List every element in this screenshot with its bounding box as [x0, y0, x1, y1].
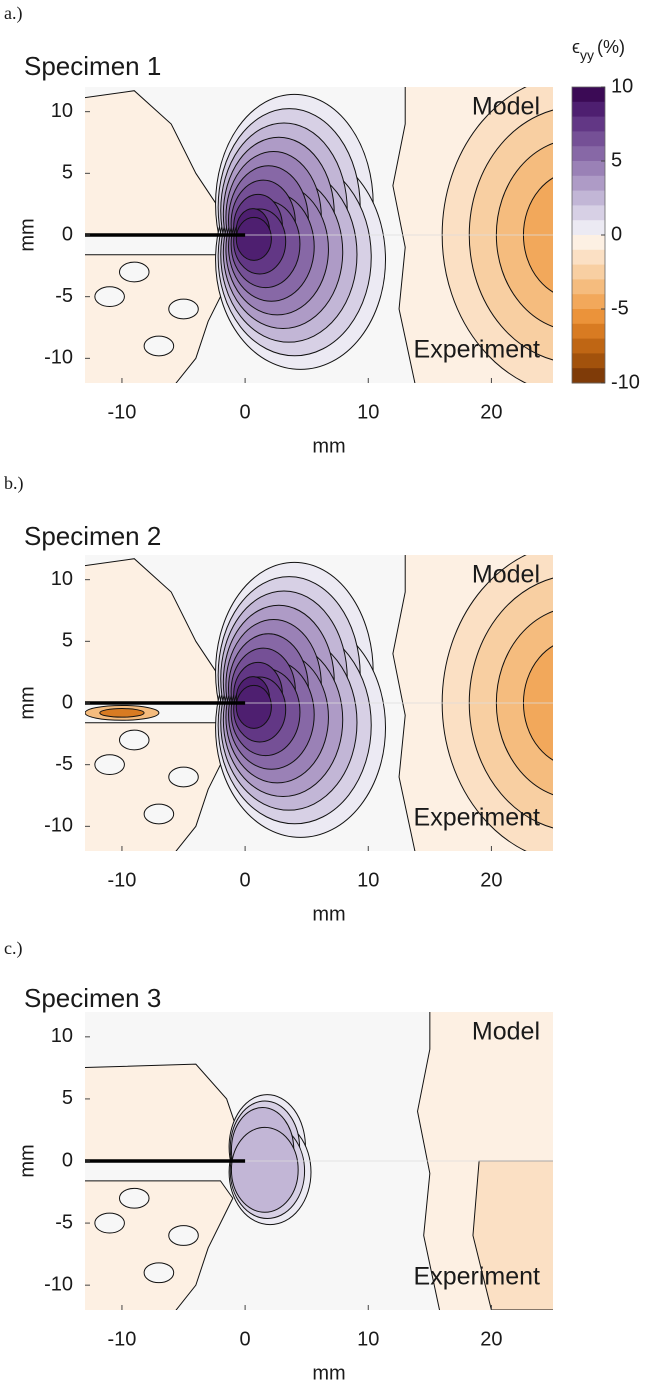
patch: [94, 1212, 125, 1234]
y-tick-label: -5: [55, 753, 73, 775]
colorbar-segment: [572, 116, 605, 132]
x-tick-label: -10: [107, 401, 136, 423]
y-tick-label: 5: [62, 1087, 73, 1109]
y-tick-label: 0: [62, 1149, 73, 1171]
patch: [118, 261, 150, 283]
patch: [99, 708, 145, 718]
level: [230, 1126, 299, 1213]
contour-field: [85, 1012, 553, 1310]
y-tick-label: 5: [62, 630, 73, 652]
level: [235, 684, 272, 729]
x-tick-label: 10: [357, 1328, 379, 1350]
colorbar-segment: [572, 220, 605, 236]
y-tick-label: -10: [44, 815, 73, 837]
x-tick-label: 0: [240, 401, 251, 423]
colorbar-segment: [572, 175, 605, 192]
patch: [118, 1187, 150, 1209]
colorbar-segment: [572, 368, 605, 384]
panel-label: b.): [4, 473, 24, 494]
x-tick-label: 0: [240, 869, 251, 891]
annotation: Model: [472, 1018, 540, 1046]
y-tick-label: 10: [51, 100, 73, 122]
patch: [168, 1225, 199, 1246]
patch: [94, 754, 125, 776]
y-tick-label: -10: [44, 347, 73, 369]
y-tick-label: -10: [44, 1273, 73, 1295]
colorbar-label: ϵyy (%): [572, 37, 625, 63]
y-axis-label: mm: [16, 218, 38, 251]
colorbar-segment: [572, 323, 605, 340]
colorbar-segment: [572, 353, 605, 369]
x-tick-label: 10: [357, 401, 379, 423]
x-tick-label: 10: [357, 869, 379, 891]
colorbar-segment: [572, 146, 605, 162]
patch: [118, 729, 150, 751]
colorbar-segment: [572, 87, 605, 103]
annotation: Experiment: [414, 1263, 540, 1291]
y-tick-label: 5: [62, 162, 73, 184]
colorbar-segment: [572, 101, 605, 118]
y-tick-label: -5: [55, 285, 73, 307]
subscript: yy: [580, 47, 594, 63]
colorbar-segment: [572, 279, 605, 295]
colorbar-segment: [572, 264, 605, 280]
panel-label: c.): [4, 938, 22, 959]
y-axis-label: mm: [16, 686, 38, 719]
x-tick-label: 20: [480, 401, 502, 423]
colorbar-segment: [572, 205, 605, 221]
y-tick-label: 10: [51, 568, 73, 590]
colorbar-segment: [572, 249, 605, 266]
colorbar-tick-label: 10: [611, 75, 633, 97]
colorbar-segment: [572, 309, 605, 325]
unit: (%): [597, 37, 625, 57]
x-axis-label: mm: [312, 1362, 345, 1384]
patch: [168, 298, 199, 320]
patch: [143, 1262, 175, 1284]
contour-field: [85, 87, 553, 383]
colorbar-segment: [572, 161, 605, 177]
level: [235, 216, 272, 261]
chart-title: Specimen 1: [24, 51, 161, 81]
patch: [168, 766, 199, 788]
contour-field: [85, 555, 553, 851]
colorbar-tick-label: 5: [611, 149, 622, 171]
x-tick-label: -10: [107, 869, 136, 891]
annotation: Model: [472, 93, 540, 121]
chart-title: Specimen 3: [24, 983, 161, 1013]
colorbar-segment: [572, 338, 605, 354]
y-tick-label: 0: [62, 223, 73, 245]
y-tick-label: 10: [51, 1025, 73, 1047]
x-tick-label: 20: [480, 869, 502, 891]
patch: [94, 286, 125, 308]
patch: [143, 803, 175, 825]
colorbar-segment: [572, 235, 605, 251]
region: [85, 1180, 234, 1310]
colorbar-segment: [572, 294, 605, 310]
annotation: Experiment: [414, 804, 540, 832]
colorbar-tick-label: 0: [611, 223, 622, 245]
x-axis-label: mm: [312, 903, 345, 925]
colorbar-tick-label: -10: [611, 371, 640, 393]
colorbar-segment: [572, 190, 605, 206]
x-axis-label: mm: [312, 435, 345, 457]
x-tick-label: 20: [480, 1328, 502, 1350]
annotation: Model: [472, 561, 540, 589]
symbol: ϵ: [572, 37, 580, 57]
x-tick-label: 0: [240, 1328, 251, 1350]
chart-title: Specimen 2: [24, 521, 161, 551]
annotation: Experiment: [414, 336, 540, 364]
x-tick-label: -10: [107, 1328, 136, 1350]
y-axis-label: mm: [16, 1144, 38, 1177]
panel-label: a.): [4, 3, 22, 24]
colorbar-segment: [572, 131, 605, 147]
colorbar-tick-label: -5: [611, 297, 629, 319]
patch: [143, 335, 175, 357]
y-tick-label: -5: [55, 1211, 73, 1233]
y-tick-label: 0: [62, 691, 73, 713]
